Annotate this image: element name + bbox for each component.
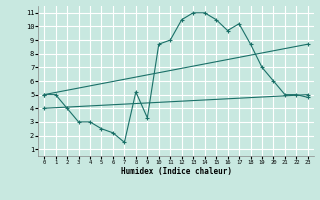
X-axis label: Humidex (Indice chaleur): Humidex (Indice chaleur)	[121, 167, 231, 176]
